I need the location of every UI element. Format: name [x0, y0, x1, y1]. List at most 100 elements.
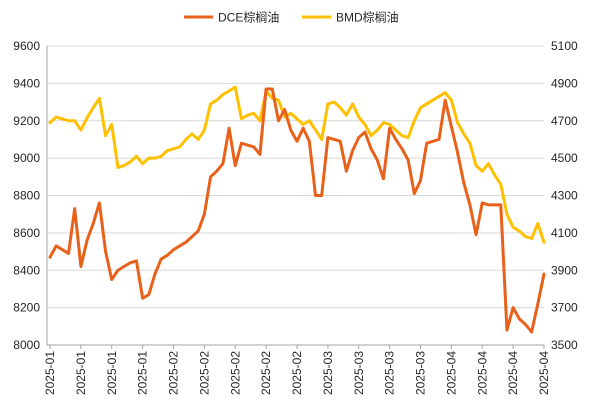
- legend-label-bmd: BMD棕榈油: [336, 10, 399, 25]
- y-right-tick-label: 4300: [551, 189, 578, 203]
- data-point: [258, 153, 262, 156]
- y-right-tick-label: 3500: [551, 338, 578, 352]
- y-left-tick-label: 9200: [13, 114, 40, 128]
- data-point: [258, 119, 262, 122]
- data-point: [246, 113, 249, 117]
- data-point: [437, 138, 441, 141]
- data-point: [308, 140, 311, 143]
- data-point: [536, 302, 540, 306]
- x-tick-label: 2025-03: [321, 351, 335, 395]
- data-point: [339, 140, 342, 143]
- data-point: [116, 269, 120, 272]
- data-point: [382, 121, 385, 124]
- x-tick-label: 2025-04: [444, 351, 458, 395]
- data-point: [406, 136, 410, 139]
- data-point: [246, 143, 249, 147]
- data-point: [518, 229, 521, 233]
- data-point: [474, 233, 478, 236]
- data-point: [277, 119, 280, 122]
- data-point: [363, 130, 367, 134]
- y-left-tick-label: 8800: [13, 189, 40, 203]
- data-point: [413, 192, 416, 195]
- data-point: [530, 237, 533, 240]
- data-point: [79, 265, 83, 268]
- data-point: [104, 250, 107, 253]
- x-tick-label: 2025-02: [228, 351, 242, 395]
- legend-label-dce: DCE棕榈油: [218, 10, 279, 25]
- data-point: [369, 134, 373, 137]
- data-point: [326, 136, 330, 139]
- x-tick-label: 2025-01: [136, 351, 150, 395]
- data-point: [351, 102, 354, 106]
- data-point: [73, 119, 76, 122]
- y-right-tick-label: 4500: [551, 151, 578, 165]
- data-point: [468, 203, 472, 207]
- data-point: [129, 261, 132, 264]
- y-left-tick-label: 9400: [13, 76, 40, 90]
- data-point: [419, 179, 422, 182]
- data-point: [462, 181, 465, 184]
- y-right-tick-label: 5100: [551, 39, 578, 53]
- data-point: [505, 212, 509, 216]
- data-point: [166, 254, 169, 257]
- data-point: [104, 134, 107, 137]
- y-left-tick-label: 8000: [13, 338, 40, 352]
- data-point: [67, 252, 70, 255]
- x-tick-label: 2025-03: [352, 351, 366, 395]
- data-point: [135, 259, 138, 263]
- data-point: [271, 87, 274, 91]
- data-point: [209, 102, 212, 106]
- data-point: [431, 98, 435, 102]
- data-point: [345, 113, 348, 117]
- data-point: [493, 173, 496, 177]
- data-point: [388, 123, 391, 126]
- data-point: [400, 134, 404, 137]
- x-tick-label: 2025-04: [475, 351, 489, 395]
- data-point: [530, 330, 533, 334]
- y-left-tick-label: 9000: [13, 151, 40, 165]
- data-point: [493, 203, 496, 207]
- y-left-tick-label: 8400: [13, 263, 40, 277]
- y-axis-right: 3500 3700 3900 4100 4300 4500 4700 4900 5100: [551, 39, 578, 352]
- data-point: [314, 194, 317, 197]
- data-point: [499, 203, 502, 207]
- data-point: [61, 248, 64, 251]
- data-point: [419, 106, 422, 109]
- data-point: [122, 164, 126, 167]
- data-point: [234, 164, 237, 167]
- data-point: [542, 241, 546, 244]
- data-point: [166, 149, 169, 152]
- data-point: [314, 128, 317, 132]
- data-point: [79, 128, 83, 132]
- data-point: [444, 91, 447, 94]
- data-point: [252, 112, 255, 115]
- data-point: [184, 241, 188, 244]
- data-point: [437, 95, 441, 98]
- data-point: [277, 98, 280, 102]
- x-tick-label: 2025-04: [506, 351, 520, 395]
- y-axis-left: 8000 8200 8400 8600 8800 9000 9200 9400 9600: [13, 39, 40, 352]
- data-point: [129, 160, 132, 164]
- data-point: [351, 149, 354, 152]
- data-point: [73, 207, 76, 210]
- data-point: [376, 128, 379, 132]
- data-point: [98, 201, 101, 205]
- data-point: [289, 112, 293, 115]
- data-point: [252, 145, 255, 149]
- data-point: [264, 87, 268, 91]
- data-point: [456, 121, 459, 124]
- data-point: [363, 123, 367, 126]
- data-point: [98, 97, 101, 100]
- data-point: [190, 132, 194, 136]
- data-point: [92, 222, 95, 225]
- data-point: [172, 147, 175, 150]
- data-point: [197, 138, 200, 141]
- series-line: [48, 87, 546, 334]
- data-point: [542, 272, 546, 276]
- data-point: [369, 147, 373, 150]
- data-point: [147, 293, 150, 296]
- y-left-tick-label: 9600: [13, 39, 40, 53]
- data-point: [116, 166, 120, 169]
- data-point: [487, 203, 490, 207]
- x-tick-label: 2025-02: [197, 351, 211, 395]
